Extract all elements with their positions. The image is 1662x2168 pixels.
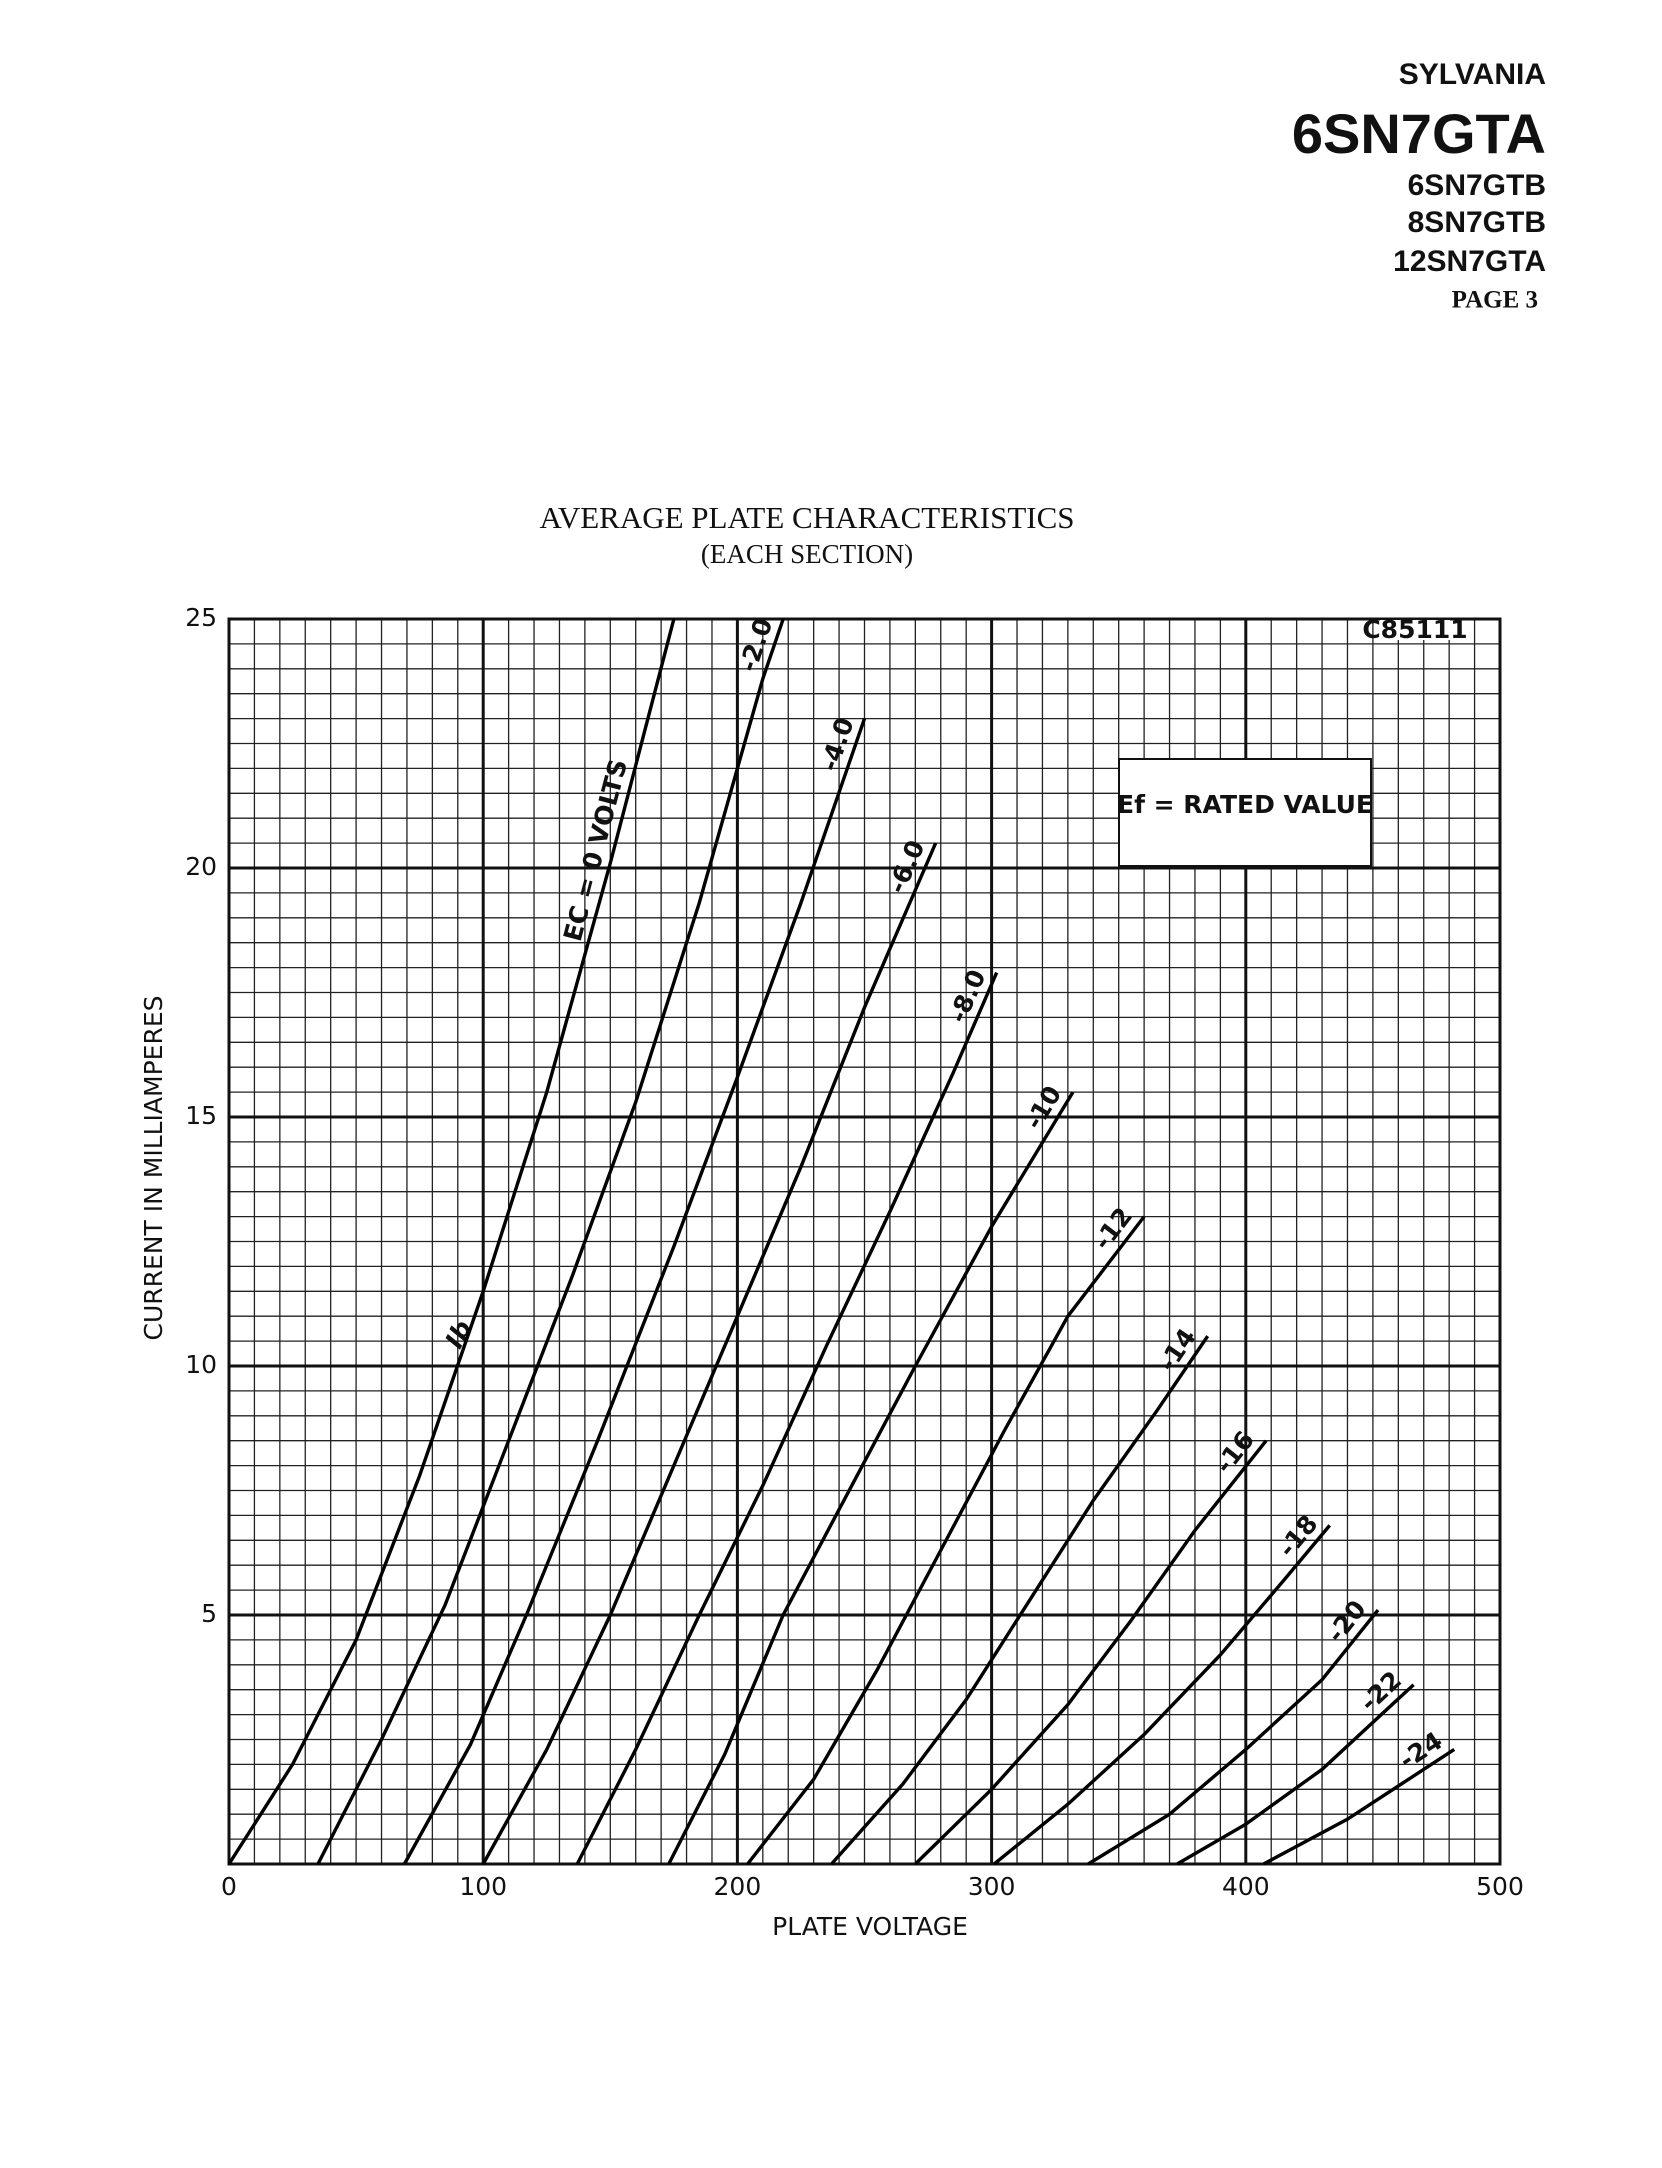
curve-label: -22 [1354, 1665, 1407, 1717]
curve [1087, 1608, 1380, 1866]
page-number: PAGE 3 [1452, 287, 1538, 314]
x-axis-label: PLATE VOLTAGE [772, 1912, 968, 1941]
y-tick-label: 15 [185, 1101, 217, 1130]
x-tick-label: 500 [1476, 1872, 1524, 1901]
curve [227, 618, 676, 1865]
curve [1176, 1683, 1415, 1866]
y-axis-label: CURRENT IN MILLIAMPERES [139, 996, 168, 1341]
model: 8SN7GTB [1408, 206, 1546, 239]
y-tick-label: 10 [185, 1350, 217, 1379]
curve-label: -10 [1019, 1081, 1067, 1135]
model-main: 6SN7GTA [1292, 102, 1546, 165]
curve [993, 1524, 1331, 1866]
y-tick-label: 20 [185, 852, 217, 881]
y-tick-label: 25 [185, 603, 217, 632]
curve-label: -24 [1394, 1726, 1448, 1775]
curve [481, 842, 938, 1865]
x-tick-label: 100 [459, 1872, 507, 1901]
chart-subtitle: (EACH SECTION) [701, 539, 913, 569]
x-tick-label: 0 [221, 1872, 237, 1901]
model: 6SN7GTB [1408, 169, 1546, 202]
curve-label: -12 [1088, 1202, 1138, 1255]
curve [1262, 1748, 1456, 1866]
x-tick-label: 200 [714, 1872, 762, 1901]
curve [914, 1439, 1268, 1866]
curve [316, 618, 785, 1865]
curve-label: -18 [1272, 1509, 1323, 1562]
annotation: Ef = RATED VALUE [1117, 790, 1373, 819]
annotation-box [1118, 758, 1372, 867]
curve-label: -4.0 [814, 714, 859, 775]
y-tick-label: 5 [201, 1599, 217, 1628]
curve [402, 718, 867, 1865]
x-tick-label: 400 [1222, 1872, 1270, 1901]
x-tick-label: 300 [968, 1872, 1016, 1901]
curve [575, 971, 999, 1865]
curve [746, 1215, 1146, 1866]
plot-frame [227, 617, 1502, 1866]
curve-label: -16 [1209, 1426, 1260, 1479]
chart-title: AVERAGE PLATE CHARACTERISTICS [539, 500, 1074, 535]
annotation-box [1380, 620, 1450, 640]
model: 12SN7GTA [1393, 245, 1546, 278]
curve-label: -2.0 [733, 614, 778, 675]
brand: SYLVANIA [1399, 58, 1546, 91]
curve [830, 1335, 1210, 1866]
curve [667, 1091, 1075, 1865]
annotation: C85111 [1362, 615, 1467, 644]
